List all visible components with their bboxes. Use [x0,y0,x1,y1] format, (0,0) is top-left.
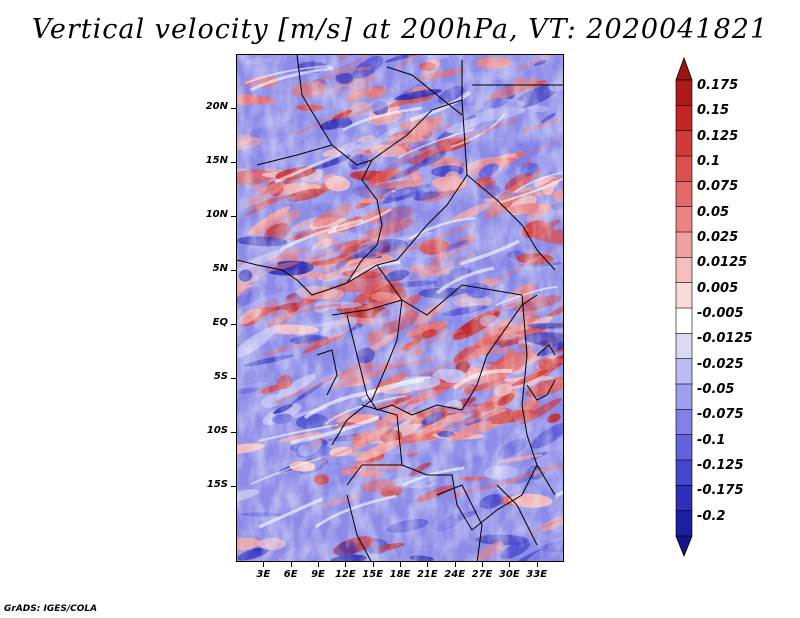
lat-tick-label: 15N [205,155,228,167]
lat-tick-mark [231,162,236,164]
lon-tick-label: 27E [471,569,493,580]
lon-tick-mark [263,562,265,567]
vertical-velocity-field [237,55,563,561]
lat-tick-label: 20N [205,101,228,113]
lon-tick-mark [318,562,319,567]
colorbar-swatch [675,383,693,410]
lon-tick-label: 12E [334,569,356,580]
lon-tick-label: 21E [416,569,438,580]
colorbar-level-label: -0.005 [697,306,744,321]
lat-tick-mark [231,432,236,434]
colorbar [675,56,693,558]
colorbar-swatch [675,79,693,106]
lon-tick-mark [427,562,429,567]
lon-tick-mark [536,562,538,567]
colorbar-level-label: 0.075 [697,179,739,195]
colorbar-swatch [675,105,693,132]
colorbar-level-label: -0.075 [697,407,744,423]
lon-tick-mark [345,562,347,567]
lon-tick-label: 9E [311,569,325,580]
colorbar-swatch [675,307,693,334]
lat-tick-label: 10N [205,209,228,221]
colorbar-level-label: 0.025 [697,230,739,245]
colorbar-top-arrow [675,56,693,81]
lat-tick-label: EQ [212,317,228,329]
lat-tick-label: 5N [212,263,228,275]
colorbar-level-label: -0.1 [697,432,726,448]
colorbar-swatch [675,358,693,385]
colorbar-swatch [675,155,693,182]
colorbar-level-label: 0.0125 [697,255,748,271]
colorbar-level-label: 0.15 [697,103,730,119]
colorbar-bottom-arrow [675,535,693,558]
colorbar-level-label: 0.175 [697,78,739,93]
footer-credit: GrADS: IGES/COLA [4,604,98,614]
lat-tick-mark [231,378,236,380]
lon-tick-label: 30E [498,569,520,580]
colorbar-level-label: -0.0125 [697,331,753,347]
colorbar-swatch [675,333,693,360]
lon-tick-label: 24E [444,569,466,580]
lat-tick-label: 5S [213,371,228,383]
colorbar-level-label: -0.05 [697,382,735,397]
lon-tick-mark [290,562,292,567]
lon-tick-mark [509,562,511,567]
lon-tick-mark [454,562,456,567]
colorbar-swatch [675,181,693,208]
lat-tick-mark [231,216,236,218]
colorbar-level-label: 0.1 [697,154,721,169]
colorbar-swatch [675,485,693,512]
lon-tick-mark [482,562,483,567]
colorbar-swatch [675,434,693,461]
colorbar-level-label: 0.125 [697,128,739,144]
lon-tick-label: 3E [256,569,271,580]
lon-tick-label: 15E [362,569,384,580]
lon-tick-label: 33E [526,569,548,580]
lat-tick-mark [231,486,236,488]
map-panel [236,54,564,562]
colorbar-level-label: -0.175 [697,483,744,499]
colorbar-swatch [675,409,693,436]
lon-tick-mark [400,562,401,567]
colorbar-level-label: -0.025 [697,356,744,372]
lon-tick-mark [372,562,374,567]
lat-tick-mark [231,108,236,110]
colorbar-level-label: -0.2 [697,508,726,524]
lat-tick-label: 10S [206,425,228,437]
velocity-streak [562,338,563,341]
lat-tick-label: 15S [206,479,228,491]
colorbar-swatch [675,459,693,486]
colorbar-swatch [675,231,693,258]
colorbar-level-label: -0.125 [697,458,744,473]
lat-tick-mark [231,270,236,272]
colorbar-swatch [675,206,693,233]
colorbar-swatch [675,130,693,157]
colorbar-swatch [675,282,693,309]
lat-tick-mark [231,324,236,326]
map-title: Vertical velocity [m/s] at 200hPa, VT: 2… [31,14,769,45]
colorbar-level-label: 0.05 [697,204,730,220]
lon-tick-label: 18E [389,569,411,580]
colorbar-swatch [675,510,693,537]
colorbar-swatch [675,257,693,284]
lon-tick-label: 6E [283,569,298,580]
colorbar-level-label: 0.005 [697,280,739,296]
